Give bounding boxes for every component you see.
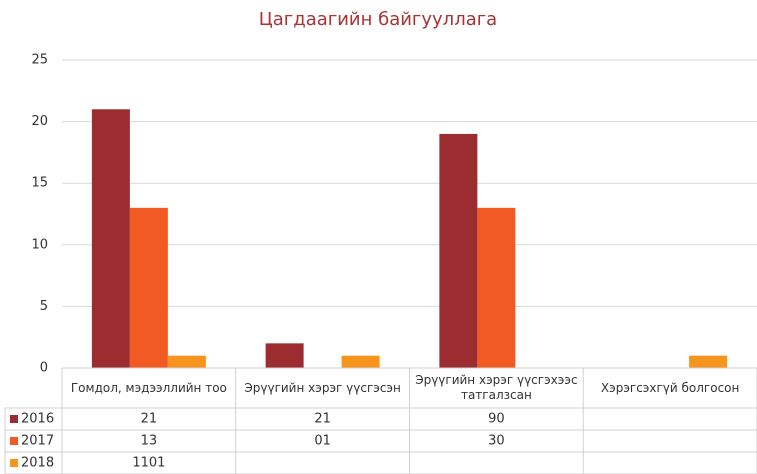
legend-swatch: [10, 459, 18, 467]
legend-swatch: [10, 437, 18, 445]
bar: [91, 109, 130, 368]
y-tick-label: 15: [31, 176, 48, 191]
bar: [129, 207, 168, 368]
bar: [265, 343, 304, 368]
y-tick-label: 5: [40, 299, 48, 314]
table-cell: 30: [488, 434, 505, 449]
y-tick-label: 0: [40, 361, 48, 376]
legend-swatch: [10, 415, 18, 423]
table-cell: 13: [141, 434, 158, 449]
bar: [477, 207, 516, 368]
y-tick-label: 20: [31, 114, 48, 129]
table-cell: 1101: [132, 456, 165, 471]
category-label: Эрүүгийн хэрэг үүсгэсэн: [244, 380, 401, 395]
category-label: Хэрэгсэхгүй болгосон: [600, 380, 740, 395]
legend-label: 2018: [21, 456, 54, 471]
table-cell: 21: [314, 412, 331, 427]
y-tick-label: 10: [31, 237, 48, 252]
chart-title: Цагдаагийн байгууллага: [259, 9, 497, 30]
bar: [689, 355, 728, 368]
table-cell: 21: [141, 412, 158, 427]
legend-label: 2016: [21, 412, 54, 427]
table-cell: 01: [314, 434, 331, 449]
y-tick-label: 25: [31, 53, 48, 68]
legend-label: 2017: [21, 434, 54, 449]
table-cell: 90: [488, 412, 505, 427]
category-label: Эрүүгийн хэрэг үүсгэхээс татгалзсан: [415, 373, 578, 402]
category-label: Гомдол, мэдээллийн тоо: [70, 380, 227, 395]
bar: [167, 355, 206, 368]
bar: [439, 133, 478, 368]
bar: [341, 355, 380, 368]
